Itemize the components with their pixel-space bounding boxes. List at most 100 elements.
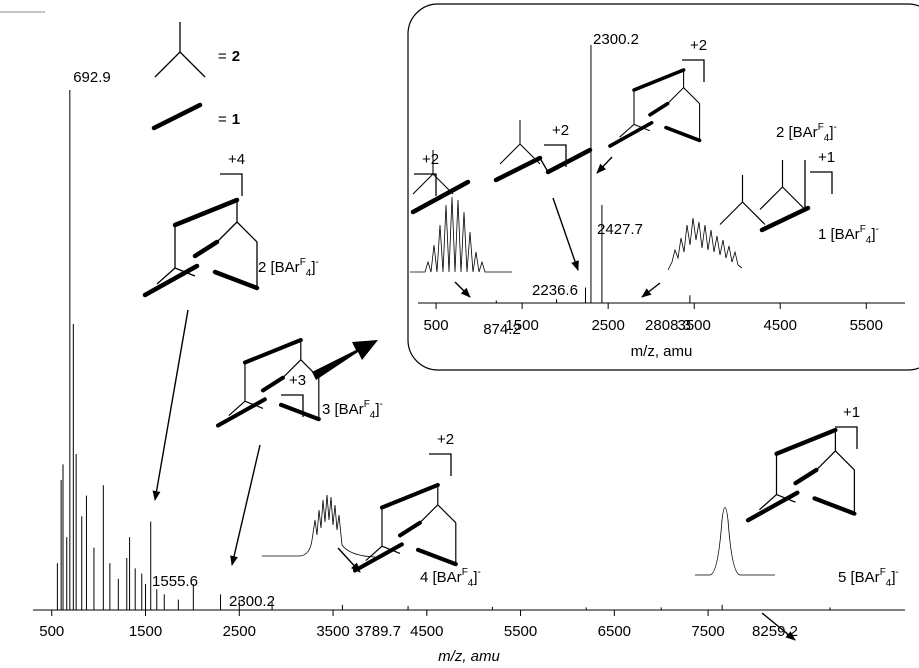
x-tick-label: 3500 <box>316 623 349 640</box>
structure <box>759 205 811 233</box>
legend-symbol: = <box>218 111 227 128</box>
inset-frame <box>407 3 919 371</box>
x-tick-label: 5500 <box>850 317 883 334</box>
ion-text: 2 [BAr <box>776 124 818 141</box>
ion-sub: 4 <box>866 235 872 246</box>
bracket <box>414 173 437 196</box>
big-arrow <box>312 340 378 380</box>
arrow <box>337 547 361 573</box>
arrow <box>761 612 796 641</box>
x-axis-label: m/z, amu <box>438 648 500 665</box>
charge: +1 <box>843 404 860 421</box>
charge: +2 <box>690 37 707 54</box>
isotope-envelope <box>410 196 512 273</box>
legend-label: 2 <box>232 48 240 65</box>
ion-charge: - <box>380 399 383 410</box>
ion-end: ] <box>829 124 833 141</box>
ion-text: 4 [BAr <box>420 569 462 586</box>
ion-sub: 4 <box>886 578 892 589</box>
charge: +2 <box>552 122 569 139</box>
arrow <box>596 156 613 174</box>
peak-label: 2300.2 <box>229 593 275 610</box>
arrow <box>552 197 579 271</box>
bracket <box>810 171 833 194</box>
ion-end: ] <box>473 569 477 586</box>
bracket <box>544 144 567 167</box>
bracket <box>682 59 705 82</box>
x-tick-label: 2500 <box>223 623 256 640</box>
legend-label: 1 <box>232 111 240 128</box>
structure <box>748 430 854 520</box>
ion-label: 5 [BArF4]- <box>838 567 899 589</box>
arrow <box>152 309 189 501</box>
ion-sub: 4 <box>468 578 474 589</box>
isotope-envelope <box>262 494 376 558</box>
ion-sup: F <box>462 567 468 578</box>
legend-entry: = 1 <box>218 111 240 128</box>
bracket <box>281 394 304 417</box>
ion-end: ] <box>871 226 875 243</box>
charge: +1 <box>818 149 835 166</box>
bracket <box>429 453 452 476</box>
structure <box>759 159 806 211</box>
ion-charge: - <box>316 257 319 268</box>
ion-text: 3 [BAr <box>322 401 364 418</box>
legend-entry: = 2 <box>218 48 240 65</box>
structure <box>719 174 766 226</box>
arrow <box>230 444 261 566</box>
x-tick-label: 5500 <box>504 623 537 640</box>
arrow <box>454 281 471 298</box>
isotope-envelope <box>695 507 775 576</box>
structure <box>493 155 543 183</box>
structure <box>145 200 257 295</box>
ion-charge: - <box>876 224 879 235</box>
x-tick-label: 500 <box>39 623 64 640</box>
charge: +4 <box>228 151 245 168</box>
ion-charge: - <box>834 122 837 133</box>
peak-label: 692.9 <box>73 69 111 86</box>
peak-label: 8259.2 <box>752 623 798 640</box>
ion-end: ] <box>891 569 895 586</box>
symbol-1 <box>151 102 203 131</box>
x-axis-label: m/z, amu <box>631 343 693 360</box>
structure <box>499 119 541 165</box>
x-tick-label: 1500 <box>129 623 162 640</box>
ion-text: 2 [BAr <box>258 259 300 276</box>
ion-sup: F <box>818 122 824 133</box>
x-tick-label: 4500 <box>764 317 797 334</box>
x-tick-label: 3500 <box>678 317 711 334</box>
peak-label: 2808.3 <box>645 317 691 334</box>
ion-sub: 4 <box>306 268 312 279</box>
ion-label: 2 [BArF4]- <box>258 257 319 279</box>
ion-text: 5 [BAr <box>838 569 880 586</box>
symbol-2 <box>154 21 206 78</box>
peak-label: 2236.6 <box>532 282 578 299</box>
ion-sub: 4 <box>370 410 376 421</box>
arrow <box>641 282 661 298</box>
bracket <box>220 173 243 196</box>
charge: +2 <box>437 431 454 448</box>
charge: +3 <box>289 372 306 389</box>
ion-label: 1 [BArF4]- <box>818 224 879 246</box>
x-tick-label: 7500 <box>691 623 724 640</box>
ion-sup: F <box>860 224 866 235</box>
structure <box>410 179 471 215</box>
x-tick-label: 4500 <box>410 623 443 640</box>
structure <box>539 157 549 173</box>
ion-sub: 4 <box>824 133 830 144</box>
ion-label: 3 [BArF4]- <box>322 399 383 421</box>
peak-label: 2300.2 <box>593 31 639 48</box>
peak-label: 3789.7 <box>355 623 401 640</box>
ion-charge: - <box>896 567 899 578</box>
isotope-envelope <box>667 217 743 271</box>
ion-charge: - <box>478 567 481 578</box>
x-tick-label: 2500 <box>591 317 624 334</box>
bracket <box>835 426 858 449</box>
structure <box>608 68 702 148</box>
ion-sup: F <box>364 399 370 410</box>
legend-symbol: = <box>218 48 227 65</box>
ion-label: 2 [BArF4]- <box>776 122 837 144</box>
peak-label: 874.2 <box>483 321 521 338</box>
